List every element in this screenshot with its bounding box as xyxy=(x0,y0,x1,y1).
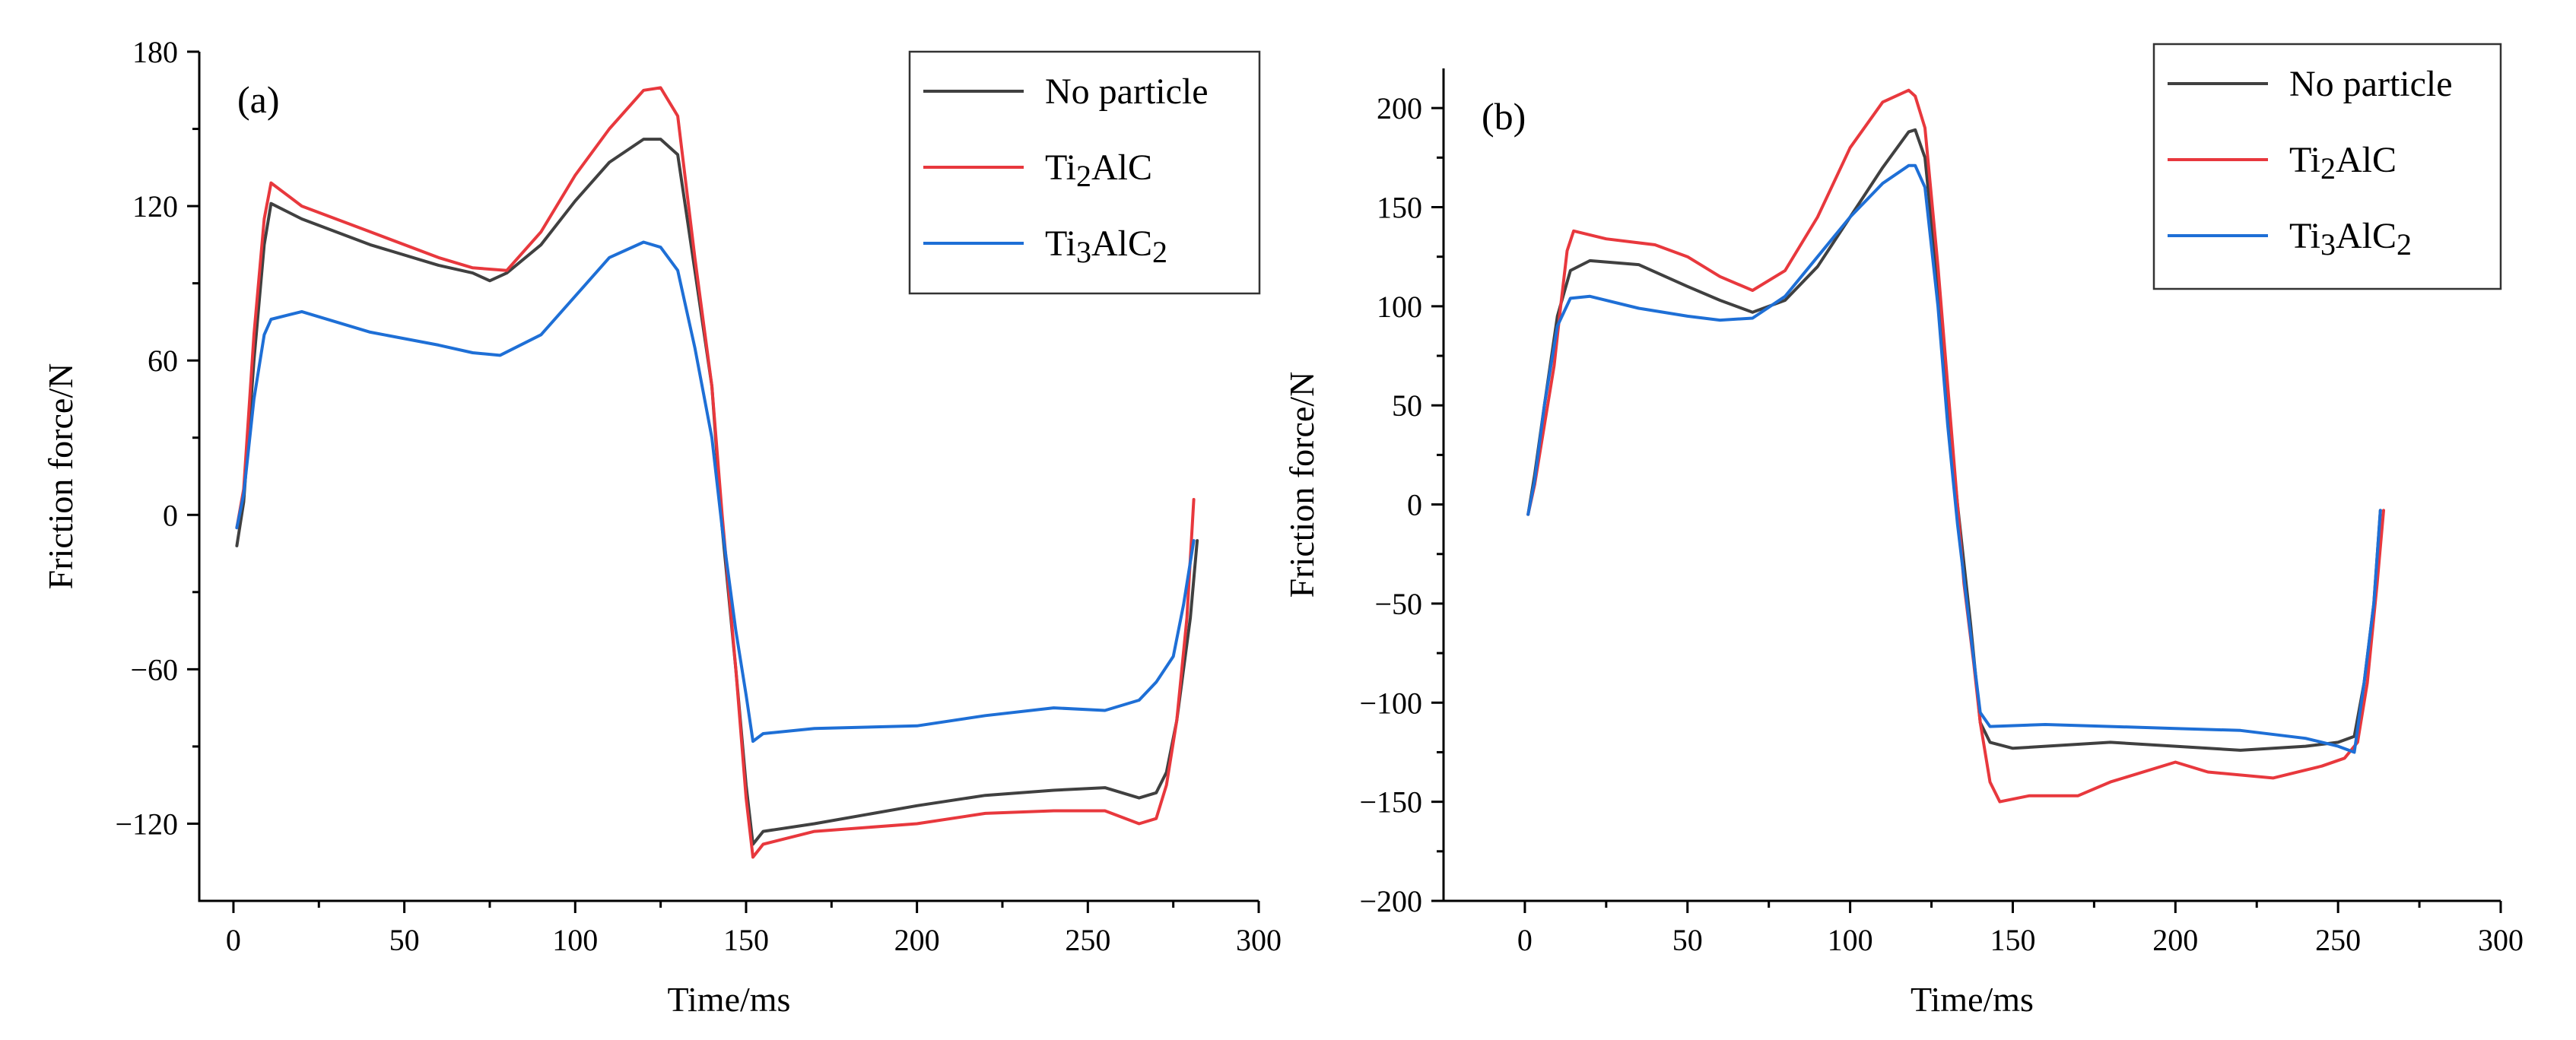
series-line-1 xyxy=(235,86,1196,859)
legend-subscript: 2 xyxy=(1076,159,1091,193)
panel-label: (b) xyxy=(1482,95,1526,138)
x-tick-label: 100 xyxy=(552,923,598,957)
x-tick-label: 0 xyxy=(226,923,241,957)
y-tick-label: −100 xyxy=(1359,686,1422,720)
y-tick-label: −150 xyxy=(1359,785,1422,820)
legend-text: AlC xyxy=(1091,147,1152,188)
legend-entry: Ti2AlC xyxy=(2289,140,2397,185)
x-tick-label: 50 xyxy=(1672,923,1703,957)
legend-text: Ti xyxy=(1045,147,1076,188)
x-tick-label: 200 xyxy=(894,923,940,957)
x-tick-label: 300 xyxy=(2478,923,2524,957)
y-tick-label: −60 xyxy=(130,652,178,686)
y-tick-label: −200 xyxy=(1359,884,1422,918)
x-axis-title: Time/ms xyxy=(1911,980,2034,1019)
legend-subscript: 3 xyxy=(2320,227,2336,262)
legend-text: Ti xyxy=(2289,216,2320,256)
axes-frame xyxy=(198,52,1259,902)
y-tick-label: 0 xyxy=(1407,488,1422,522)
x-axis-title: Time/ms xyxy=(668,980,791,1019)
legend-text: Ti xyxy=(2289,140,2320,180)
y-tick-label: 60 xyxy=(148,344,178,378)
x-tick-label: 250 xyxy=(1065,923,1110,957)
y-tick-label: 100 xyxy=(1377,290,1422,324)
legend-subscript: 3 xyxy=(1076,235,1091,269)
legend-subscript: 2 xyxy=(2320,151,2336,185)
legend-entry: No particle xyxy=(2289,64,2453,104)
chart-panel-a: 0 50 100 150 200 250 300 −120 −60 0 60 120 180 Time/m… xyxy=(41,35,1282,1019)
x-tick-label: 150 xyxy=(723,923,769,957)
legend-entry: Ti3AlC2 xyxy=(1045,224,1167,269)
y-tick-label: 200 xyxy=(1377,91,1422,125)
y-tick-label: 180 xyxy=(132,35,178,69)
legend-entry: Ti3AlC2 xyxy=(2289,216,2412,262)
legend-text: AlC xyxy=(2336,140,2397,180)
legend-text: No particle xyxy=(2289,64,2453,104)
y-axis-title: Friction force/N xyxy=(41,363,80,590)
x-tick-label: 100 xyxy=(1828,923,1873,957)
chart-panel-b: 0 50 100 150 200 250 300 −200 −150 −100 −50 0 50 100 1… xyxy=(1282,43,2524,1019)
legend-text: AlC xyxy=(1091,224,1152,264)
legend-subscript: 2 xyxy=(1152,235,1167,269)
y-tick-label: −50 xyxy=(1374,587,1422,621)
y-tick-label: 0 xyxy=(163,498,178,532)
legend-text: No particle xyxy=(1045,71,1209,112)
series-line-1 xyxy=(1526,88,2385,804)
y-tick-label: 50 xyxy=(1392,388,1422,423)
series-line-2 xyxy=(235,240,1196,744)
legend-text: Ti xyxy=(1045,224,1076,264)
x-tick-label: 200 xyxy=(2152,923,2198,957)
series-line-0 xyxy=(235,138,1199,846)
panel-label: (a) xyxy=(237,78,280,121)
x-tick-label: 0 xyxy=(1517,923,1533,957)
x-tick-label: 150 xyxy=(1990,923,2035,957)
legend-subscript: 2 xyxy=(2397,227,2412,262)
x-tick-label: 300 xyxy=(1236,923,1282,957)
series-line-0 xyxy=(1526,128,2382,752)
legend-entry: No particle xyxy=(1045,71,1209,112)
y-axis-title: Friction force/N xyxy=(1282,372,1321,598)
legend-text: AlC xyxy=(2336,216,2397,256)
y-tick-label: 150 xyxy=(1377,191,1422,225)
y-tick-label: −120 xyxy=(115,807,178,841)
legend-entry: Ti2AlC xyxy=(1045,147,1152,193)
x-tick-label: 250 xyxy=(2315,923,2361,957)
series-line-2 xyxy=(1526,163,2382,754)
x-tick-label: 50 xyxy=(389,923,420,957)
y-tick-label: 120 xyxy=(132,189,178,224)
